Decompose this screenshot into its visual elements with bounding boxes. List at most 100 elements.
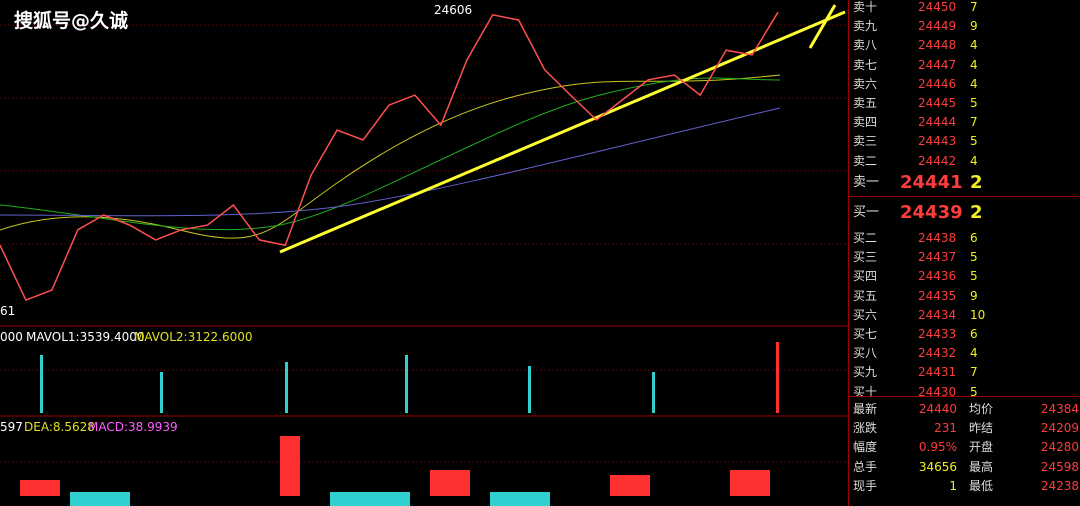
vol-label: MAVOL2:3122.6000 (134, 330, 253, 344)
book-price: 24442 (918, 153, 957, 168)
macd-label: MACD:38.9939 (88, 420, 178, 434)
stat-value: 24440 (918, 402, 957, 416)
vol-label: 000 (0, 330, 23, 344)
book-volume: 4 (970, 38, 978, 53)
book-label: 买三 (853, 250, 878, 265)
book-volume: 9 (970, 19, 978, 34)
separator (848, 396, 1080, 397)
stat-value: 231 (934, 421, 957, 436)
book-volume: 7 (970, 115, 978, 130)
book-price: 24435 (918, 288, 957, 303)
book-volume: 9 (970, 288, 978, 303)
book-volume: 5 (970, 250, 978, 265)
book-price: 24432 (918, 346, 957, 361)
ma-line (0, 77, 781, 231)
book-label: 卖五 (853, 96, 878, 110)
book-volume: 4 (970, 57, 978, 72)
stat-label: 最新 (853, 402, 878, 416)
book-label: 卖九 (853, 19, 878, 34)
stat-value: 24280 (1040, 440, 1079, 455)
book-price: 24443 (918, 134, 957, 149)
book-volume: 7 (970, 0, 978, 14)
book-volume: 6 (970, 231, 978, 245)
book-label: 卖一 (853, 175, 880, 190)
book-volume: 5 (970, 384, 978, 399)
stat-value: 0.95% (918, 440, 957, 455)
book-label: 卖八 (853, 38, 878, 53)
book-volume: 2 (970, 172, 983, 193)
vol-label: MAVOL1:3539.4000 (26, 330, 145, 344)
book-volume: 7 (970, 365, 978, 380)
book-volume: 5 (970, 96, 978, 110)
book-volume: 4 (970, 346, 978, 361)
book-price: 24434 (918, 307, 957, 322)
book-price: 24433 (918, 327, 957, 341)
book-label: 买五 (853, 288, 878, 303)
ma-line (0, 107, 781, 217)
book-label: 买二 (853, 231, 878, 245)
book-label: 买十 (853, 384, 878, 399)
stat-value: 24598 (1040, 459, 1079, 474)
stat-label: 开盘 (969, 440, 994, 455)
stat-label: 最低 (969, 478, 994, 493)
stat-label: 总手 (853, 459, 878, 474)
stat-label: 涨跌 (853, 421, 878, 436)
book-label: 买四 (853, 269, 878, 284)
ma-line (0, 74, 781, 239)
stat-label: 昨结 (969, 421, 994, 436)
book-label: 买九 (853, 365, 878, 380)
stat-label: 均价 (969, 402, 994, 416)
stat-label: 最高 (969, 459, 994, 474)
high-marker: 24606 (434, 3, 473, 17)
stat-value: 1 (949, 478, 957, 493)
volume-bars (40, 342, 779, 413)
book-label: 卖四 (853, 115, 878, 130)
stat-label: 幅度 (853, 440, 878, 455)
book-volume: 5 (970, 134, 978, 149)
chart-area (0, 4, 848, 506)
book-label: 卖三 (853, 134, 878, 149)
arrow (808, 4, 837, 49)
book-volume: 5 (970, 269, 978, 284)
trend-line (279, 10, 846, 254)
book-price: 24444 (918, 115, 957, 130)
macd-label: 597 (0, 420, 23, 434)
book-label: 卖二 (853, 153, 878, 168)
book-price: 24431 (918, 365, 957, 380)
book-volume: 6 (970, 327, 978, 341)
separator (848, 196, 1080, 197)
watermark: 搜狐号@久诚 (14, 10, 129, 32)
book-label: 买六 (853, 307, 878, 322)
stat-value: 24209 (1040, 421, 1079, 436)
book-volume: 4 (970, 153, 978, 168)
stat-value: 24238 (1040, 478, 1079, 493)
book-price: 24436 (918, 269, 957, 284)
macd-label: DEA:8.5628 (24, 420, 95, 434)
order-book (848, 0, 1080, 506)
book-volume: 10 (970, 307, 986, 322)
low-marker: 61 (0, 304, 16, 318)
book-price: 24450 (918, 0, 957, 14)
book-price: 24448 (918, 38, 957, 53)
book-price: 24438 (918, 231, 957, 245)
book-label: 买八 (853, 346, 878, 361)
stat-label: 现手 (853, 478, 878, 493)
macd-bars (20, 436, 770, 506)
book-price: 24446 (918, 76, 957, 91)
book-volume: 4 (970, 76, 978, 91)
book-label: 买一 (853, 205, 880, 220)
book-price: 24439 (900, 202, 963, 223)
price-line (0, 11, 779, 302)
book-price: 24447 (918, 57, 957, 72)
book-price: 24437 (918, 250, 957, 265)
book-price: 24449 (918, 19, 957, 34)
book-label: 买七 (853, 327, 878, 341)
book-label: 卖七 (853, 57, 878, 72)
book-label: 卖十 (853, 0, 878, 14)
stat-value: 24384 (1040, 402, 1079, 416)
book-price: 24430 (918, 384, 957, 399)
stat-value: 34656 (918, 459, 957, 474)
book-price: 24441 (900, 172, 963, 193)
book-label: 卖六 (853, 76, 878, 91)
